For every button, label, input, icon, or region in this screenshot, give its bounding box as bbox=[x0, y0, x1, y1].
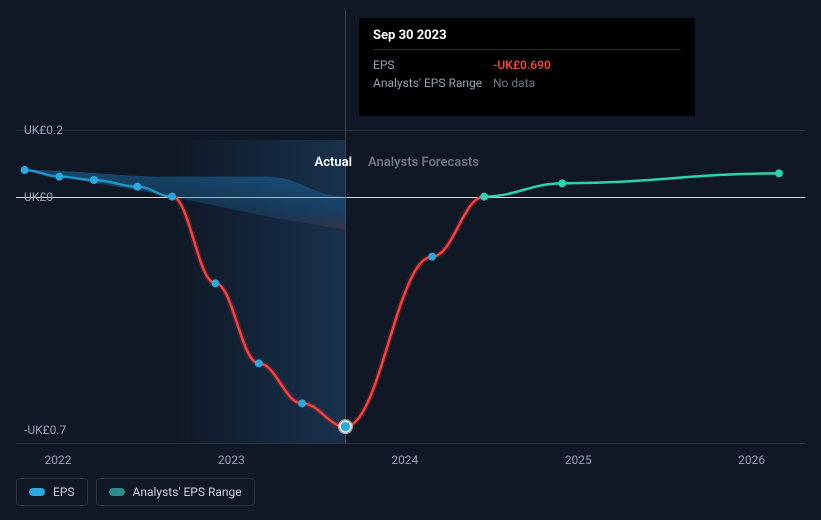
tooltip-value: -UK£0.690 bbox=[493, 56, 551, 74]
tooltip-date: Sep 30 2023 bbox=[373, 28, 681, 50]
legend-label: Analysts' EPS Range bbox=[133, 485, 242, 499]
legend-item-range[interactable]: Analysts' EPS Range bbox=[96, 478, 255, 506]
tooltip-key: Analysts' EPS Range bbox=[373, 74, 493, 92]
tooltip-row-range: Analysts' EPS Range No data bbox=[373, 74, 681, 92]
x-tick-label: 2025 bbox=[565, 453, 592, 467]
legend-label: EPS bbox=[53, 485, 75, 499]
legend-item-eps[interactable]: EPS bbox=[16, 478, 88, 506]
legend: EPS Analysts' EPS Range bbox=[16, 478, 255, 506]
x-tick-label: 2024 bbox=[391, 453, 418, 467]
tooltip-row-eps: EPS -UK£0.690 bbox=[373, 56, 681, 74]
x-tick-label: 2026 bbox=[738, 453, 765, 467]
x-tick-label: 2023 bbox=[218, 453, 245, 467]
tooltip-key: EPS bbox=[373, 56, 493, 74]
x-tick-label: 2022 bbox=[45, 453, 72, 467]
tooltip-value: No data bbox=[493, 74, 535, 92]
legend-swatch bbox=[109, 488, 125, 496]
hover-tooltip: Sep 30 2023 EPS -UK£0.690 Analysts' EPS … bbox=[359, 18, 695, 116]
legend-swatch bbox=[29, 488, 45, 496]
x-axis-line bbox=[16, 443, 805, 444]
